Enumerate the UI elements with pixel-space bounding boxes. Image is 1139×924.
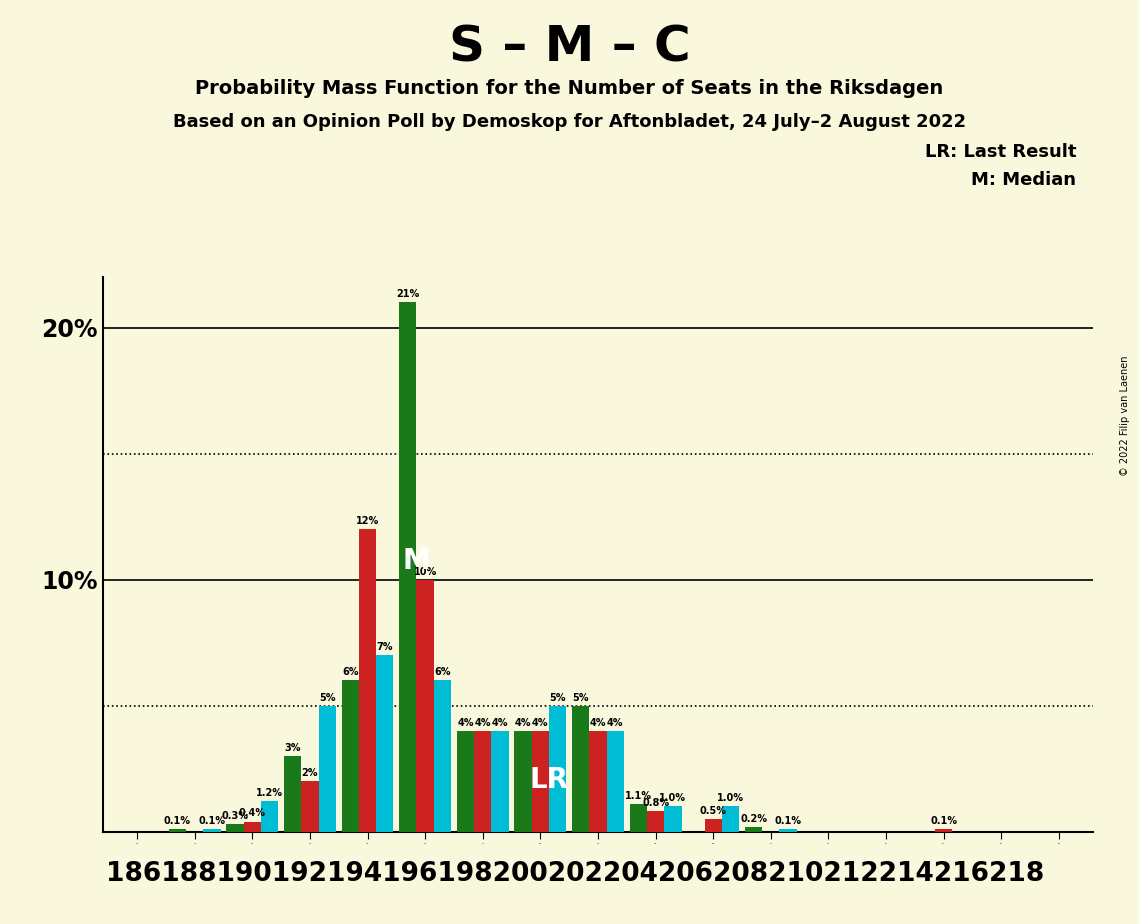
Text: 6%: 6% xyxy=(434,667,451,677)
Text: 4%: 4% xyxy=(532,718,549,728)
Bar xyxy=(227,824,244,832)
Text: 4%: 4% xyxy=(457,718,474,728)
Text: 0.4%: 0.4% xyxy=(239,808,265,819)
Bar xyxy=(607,731,624,832)
Text: 0.1%: 0.1% xyxy=(164,816,191,826)
Text: 186188190192194196198200202204206208210212214216218: 1861881901921941961982002022042062082102… xyxy=(106,861,1044,887)
Text: 0.3%: 0.3% xyxy=(221,811,248,821)
Text: 4%: 4% xyxy=(607,718,623,728)
Bar xyxy=(647,811,664,832)
Bar xyxy=(417,579,434,832)
Bar xyxy=(284,756,302,832)
Text: 10%: 10% xyxy=(413,566,436,577)
Bar xyxy=(204,829,221,832)
Text: 0.2%: 0.2% xyxy=(740,813,767,823)
Text: 4%: 4% xyxy=(515,718,531,728)
Bar xyxy=(779,829,797,832)
Bar xyxy=(169,829,186,832)
Text: M: M xyxy=(403,547,431,575)
Bar xyxy=(491,731,509,832)
Text: 1.0%: 1.0% xyxy=(659,794,687,803)
Bar xyxy=(302,781,319,832)
Text: 3%: 3% xyxy=(285,743,301,753)
Bar xyxy=(935,829,952,832)
Bar xyxy=(722,807,739,832)
Bar xyxy=(399,302,417,832)
Text: 4%: 4% xyxy=(492,718,508,728)
Bar xyxy=(589,731,607,832)
Text: 1.0%: 1.0% xyxy=(716,794,744,803)
Text: 0.1%: 0.1% xyxy=(931,816,957,826)
Text: M: Median: M: Median xyxy=(972,171,1076,188)
Bar xyxy=(457,731,474,832)
Text: 0.5%: 0.5% xyxy=(699,806,727,816)
Text: 21%: 21% xyxy=(396,289,419,299)
Bar xyxy=(261,801,278,832)
Bar xyxy=(664,807,681,832)
Text: LR: Last Result: LR: Last Result xyxy=(925,143,1076,161)
Bar xyxy=(359,529,376,832)
Text: 4%: 4% xyxy=(590,718,606,728)
Text: Probability Mass Function for the Number of Seats in the Riksdagen: Probability Mass Function for the Number… xyxy=(196,79,943,98)
Text: 6%: 6% xyxy=(342,667,359,677)
Bar xyxy=(474,731,491,832)
Text: 0.8%: 0.8% xyxy=(642,798,669,808)
Text: 1.1%: 1.1% xyxy=(625,791,652,801)
Bar xyxy=(572,706,589,832)
Bar xyxy=(319,706,336,832)
Bar xyxy=(244,821,261,832)
Bar xyxy=(376,655,393,832)
Bar xyxy=(705,819,722,832)
Text: 5%: 5% xyxy=(573,693,589,702)
Text: © 2022 Filip van Laenen: © 2022 Filip van Laenen xyxy=(1120,356,1130,476)
Text: 2%: 2% xyxy=(302,768,318,778)
Text: 5%: 5% xyxy=(319,693,336,702)
Bar xyxy=(532,731,549,832)
Text: 0.1%: 0.1% xyxy=(775,816,802,826)
Bar xyxy=(630,804,647,832)
Bar xyxy=(342,680,359,832)
Bar xyxy=(434,680,451,832)
Bar xyxy=(515,731,532,832)
Text: Based on an Opinion Poll by Demoskop for Aftonbladet, 24 July–2 August 2022: Based on an Opinion Poll by Demoskop for… xyxy=(173,113,966,130)
Text: 12%: 12% xyxy=(355,517,379,526)
Text: LR: LR xyxy=(530,766,568,794)
Text: 5%: 5% xyxy=(549,693,566,702)
Text: 7%: 7% xyxy=(377,642,393,652)
Text: 4%: 4% xyxy=(475,718,491,728)
Bar xyxy=(745,827,762,832)
Text: 1.2%: 1.2% xyxy=(256,788,284,798)
Bar xyxy=(549,706,566,832)
Text: S – M – C: S – M – C xyxy=(449,23,690,71)
Text: 0.1%: 0.1% xyxy=(198,816,226,826)
